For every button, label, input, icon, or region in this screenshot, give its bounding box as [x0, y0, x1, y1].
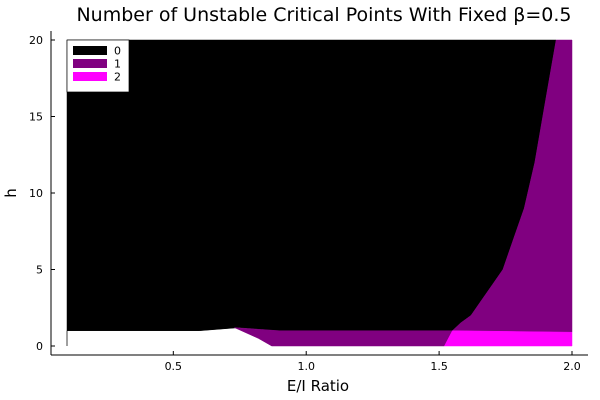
chart-title: Number of Unstable Critical Points With …	[76, 4, 571, 26]
x-tick-label: 1.0	[297, 360, 315, 373]
legend-swatch	[73, 46, 107, 55]
y-tick-label: 5	[36, 264, 43, 277]
y-tick-label: 10	[29, 187, 43, 200]
x-tick-label: 2.0	[563, 360, 581, 373]
legend-label: 0	[114, 45, 121, 58]
legend-swatch	[73, 59, 107, 68]
y-tick-label: 15	[29, 111, 43, 124]
plot-area	[66, 39, 573, 347]
y-axis-label: h	[2, 188, 20, 198]
x-tick-label: 0.5	[165, 360, 183, 373]
region-2	[443, 330, 573, 347]
legend-label: 1	[114, 58, 121, 71]
x-axis-label: E/I Ratio	[287, 377, 349, 395]
x-tick-label: 1.5	[430, 360, 448, 373]
legend-swatch	[73, 72, 107, 81]
legend-label: 2	[114, 71, 121, 84]
y-tick-label: 0	[36, 340, 43, 353]
legend: 012	[66, 39, 130, 93]
y-tick-label: 20	[29, 34, 43, 47]
